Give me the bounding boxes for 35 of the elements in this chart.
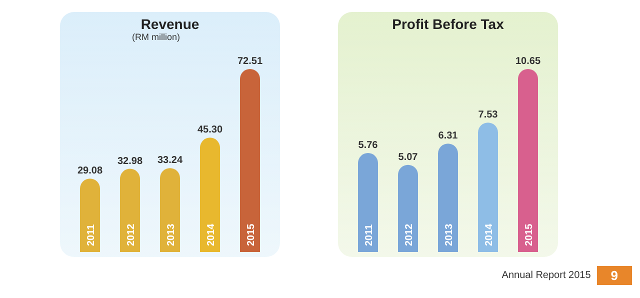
data-label: 6.31: [438, 130, 458, 142]
x-tick-label: 2014: [484, 223, 495, 246]
chart-subtitle: (RM million): [131, 32, 181, 42]
text: Annual Report 2015: [502, 270, 591, 281]
data-label: 29.08: [77, 166, 103, 177]
bar: [120, 168, 140, 252]
bar: [200, 138, 220, 252]
x-tick-label: 2013: [444, 223, 455, 246]
x-tick-label: 2015: [524, 223, 535, 246]
data-label: 45.30: [197, 124, 223, 136]
x-tick-label: 2014: [206, 223, 217, 246]
chart-title: Profit Before Tax: [391, 16, 505, 32]
bar: [240, 69, 260, 252]
x-tick-label: 2012: [126, 223, 137, 246]
data-label: 33.24: [157, 155, 183, 166]
bar: [518, 69, 538, 252]
bar: [80, 178, 100, 252]
bar: [478, 122, 498, 252]
chart-title: Revenue: [140, 16, 200, 32]
x-tick-label: 2011: [364, 224, 375, 246]
x-tick-label: 2013: [166, 223, 177, 246]
x-tick-label: 2011: [86, 224, 97, 246]
data-label: 32.98: [117, 156, 143, 167]
data-label: 7.53: [478, 110, 498, 121]
data-label: 10.65: [515, 56, 541, 67]
data-label: 5.07: [398, 152, 418, 163]
x-tick-label: 2015: [246, 223, 257, 246]
text: 9: [596, 266, 632, 285]
data-label: 5.76: [358, 140, 378, 152]
bar: [438, 144, 458, 252]
bar: [358, 153, 378, 252]
bar: [160, 168, 180, 252]
x-tick-label: 2012: [404, 223, 415, 246]
data-label: 72.51: [237, 56, 263, 67]
bar: [398, 164, 418, 252]
